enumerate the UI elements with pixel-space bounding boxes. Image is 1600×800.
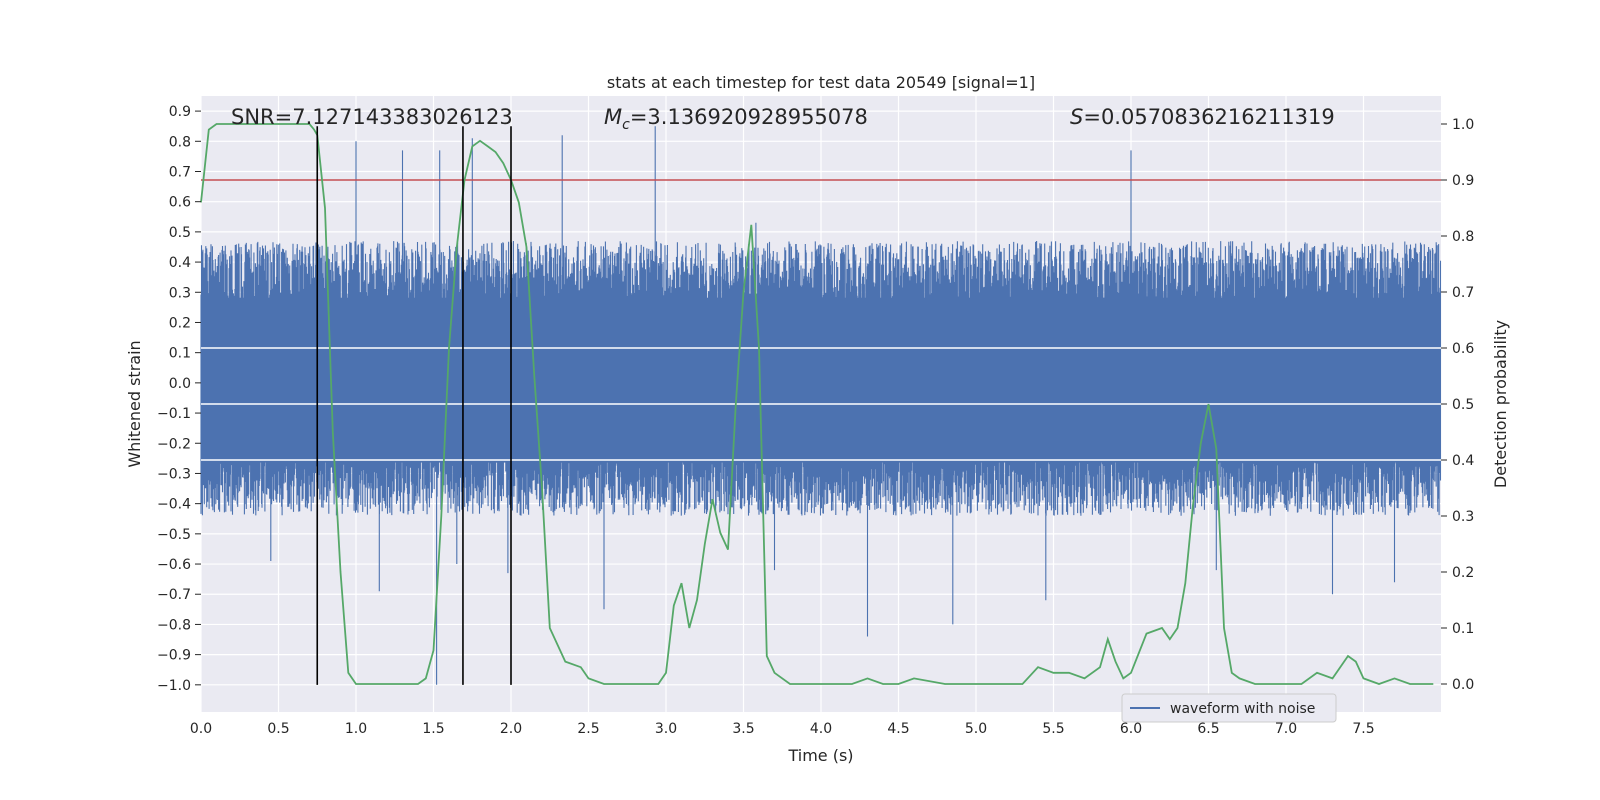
y-axis-label: Whitened strain bbox=[125, 340, 144, 467]
mc-annotation: Mc=3.136920928955078 bbox=[604, 105, 868, 133]
y-tick-label: 0.2 bbox=[169, 315, 191, 331]
x-tick-label: 4.5 bbox=[887, 721, 909, 737]
y-tick-label: 0.1 bbox=[169, 346, 191, 362]
chart-title: stats at each timestep for test data 205… bbox=[607, 73, 1035, 92]
x-tick-label: 7.0 bbox=[1275, 721, 1297, 737]
x-tick-label: 3.5 bbox=[732, 721, 754, 737]
y-tick-label: 0.3 bbox=[169, 285, 191, 301]
y2-axis-ticks: 0.0 0.1 0.2 0.3 0.4 0.5 0.6 0.7 0.8 0.9 1.0 bbox=[1441, 117, 1474, 693]
x-tick-label: 0.0 bbox=[190, 721, 212, 737]
x-tick-label: 6.0 bbox=[1120, 721, 1142, 737]
legend: waveform with noise bbox=[1121, 693, 1337, 723]
y2-tick-label: 0.9 bbox=[1452, 173, 1474, 189]
y2-tick-label: 1.0 bbox=[1452, 117, 1474, 133]
y-tick-label: −1.0 bbox=[157, 678, 191, 694]
y-tick-label: −0.6 bbox=[157, 557, 191, 573]
y-tick-label: −0.1 bbox=[157, 406, 191, 422]
y2-tick-label: 0.0 bbox=[1452, 677, 1474, 693]
x-tick-label: 4.0 bbox=[810, 721, 832, 737]
y-tick-label: 0.4 bbox=[169, 255, 191, 271]
x-tick-label: 5.0 bbox=[965, 721, 987, 737]
x-tick-label: 2.5 bbox=[577, 721, 599, 737]
x-tick-label: 7.5 bbox=[1352, 721, 1374, 737]
y-tick-label: −0.5 bbox=[157, 527, 191, 543]
s-annotation: S=0.0570836216211319 bbox=[1070, 105, 1335, 129]
y2-tick-label: 0.8 bbox=[1452, 229, 1474, 245]
x-tick-label: 2.0 bbox=[500, 721, 522, 737]
x-tick-label: 0.5 bbox=[267, 721, 289, 737]
y-tick-label: 0.8 bbox=[169, 134, 191, 150]
x-tick-label: 5.5 bbox=[1042, 721, 1064, 737]
y-tick-label: 0.7 bbox=[169, 164, 191, 180]
waveform-core bbox=[201, 297, 1441, 463]
y2-tick-label: 0.6 bbox=[1452, 341, 1474, 357]
x-tick-label: 1.5 bbox=[422, 721, 444, 737]
y-tick-label: −0.9 bbox=[157, 648, 191, 664]
y-tick-label: −0.2 bbox=[157, 436, 191, 452]
y2-tick-label: 0.5 bbox=[1452, 397, 1474, 413]
y-tick-label: −0.8 bbox=[157, 617, 191, 633]
y2-tick-label: 0.1 bbox=[1452, 621, 1474, 637]
y2-tick-label: 0.4 bbox=[1452, 453, 1474, 469]
x-tick-label: 1.0 bbox=[345, 721, 367, 737]
y-tick-label: 0.9 bbox=[169, 104, 191, 120]
y-tick-label: −0.7 bbox=[157, 587, 191, 603]
legend-box bbox=[1121, 693, 1337, 723]
s-value: =0.0570836216211319 bbox=[1083, 105, 1334, 129]
y-tick-label: −0.3 bbox=[157, 466, 191, 482]
y2-tick-label: 0.2 bbox=[1452, 565, 1474, 581]
y-tick-label: 0.6 bbox=[169, 195, 191, 211]
y2-axis-label: Detection probability bbox=[1491, 320, 1510, 488]
x-tick-label: 6.5 bbox=[1197, 721, 1219, 737]
mc-symbol: M bbox=[604, 105, 622, 129]
x-axis-label: Time (s) bbox=[787, 746, 853, 765]
y2-tick-label: 0.3 bbox=[1452, 509, 1474, 525]
vertical-lines bbox=[316, 126, 512, 685]
y2-tick-label: 0.7 bbox=[1452, 285, 1474, 301]
s-symbol: S bbox=[1070, 105, 1083, 129]
probability-series bbox=[200, 123, 1434, 685]
y-tick-label: 0.0 bbox=[169, 376, 191, 392]
legend-label: waveform with noise bbox=[1170, 701, 1315, 717]
x-axis-ticks: 0.0 0.5 1.0 1.5 2.0 2.5 3.0 3.5 4.0 4.5 5.0 5.5 6.0 6… bbox=[190, 721, 1375, 737]
y-tick-label: 0.5 bbox=[169, 225, 191, 241]
y-tick-label: −0.4 bbox=[157, 497, 191, 513]
mc-value: =3.136920928955078 bbox=[630, 105, 868, 129]
probability-line bbox=[200, 123, 1434, 685]
waveform-series bbox=[200, 126, 1442, 685]
snr-annotation: SNR=7.127143383026123 bbox=[231, 105, 513, 129]
x-tick-label: 3.0 bbox=[655, 721, 677, 737]
y-axis-ticks: −1.0 −0.9 −0.8 −0.7 −0.6 −0.5 −0.4 −0.3 −0.2 −0.1… bbox=[157, 104, 201, 694]
mc-subscript: c bbox=[622, 117, 630, 133]
